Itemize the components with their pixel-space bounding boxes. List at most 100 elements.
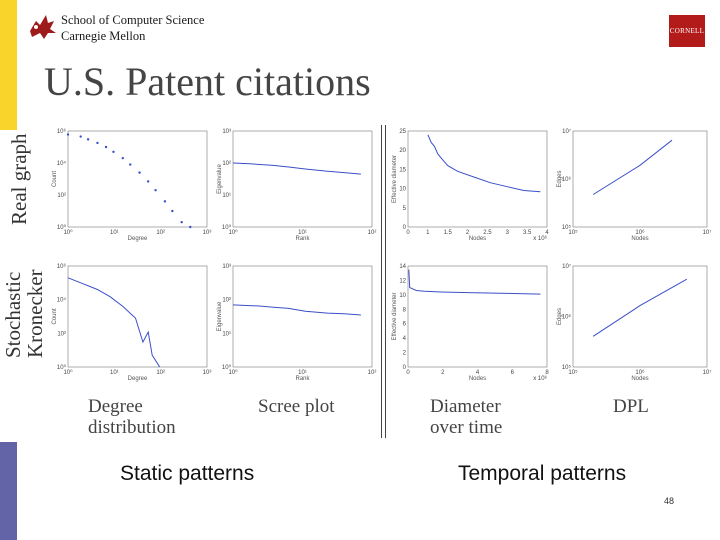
x-tick-label: 10² [156, 230, 165, 236]
y-tick-label: 10⁵ [562, 224, 572, 231]
accent-bar-purple [0, 442, 17, 540]
plot-frame [407, 265, 548, 368]
x-multiplier: x 10⁶ [533, 375, 547, 382]
accent-bar-yellow [0, 0, 17, 130]
y-tick-label: 10¹ [222, 331, 231, 337]
data-point [154, 188, 157, 192]
x-tick-label: 2 [466, 230, 470, 236]
y-tick-label: 10⁷ [562, 263, 571, 270]
data-point [171, 209, 174, 213]
x-tick-label: 2 [441, 370, 445, 376]
x-tick-label: 10⁶ [635, 369, 645, 376]
x-axis-label: Degree [128, 376, 148, 382]
y-tick-label: 10⁴ [57, 160, 67, 167]
column-label-scree-1: Scree plot [258, 396, 335, 417]
plot-degree-real: 10⁰ 10¹ 10² 10³ 10⁰ 10² 10⁴ 10⁶ Degree Count [50, 125, 215, 245]
column-label-diameter-1: Diameter [430, 396, 501, 417]
y-axis-label: Eigenvalue [217, 163, 223, 193]
x-axis-label: Nodes [469, 236, 486, 242]
x-tick-label: 10⁵ [568, 369, 578, 376]
x-tick-label: 10² [156, 370, 165, 376]
data-point [86, 138, 90, 141]
y-axis-label: Effective diameter [392, 293, 398, 341]
x-tick-label: 10³ [203, 230, 212, 236]
series-line [232, 304, 361, 316]
plot-diameter-real: 0 1 1.5 2 2.5 3 3.5 4 0 5 10 15 20 25 Nodes Effective d… [390, 125, 555, 245]
y-tick-label: 6 [403, 322, 407, 328]
data-point [104, 145, 108, 149]
y-tick-label: 15 [399, 167, 406, 173]
x-axis-label: Rank [295, 236, 310, 242]
x-tick-label: 10⁰ [228, 229, 238, 236]
x-axis-label: Nodes [469, 376, 486, 382]
x-axis-label: Nodes [631, 376, 648, 382]
series-line [427, 134, 541, 193]
column-label-degree-2: distribution [88, 417, 176, 438]
row-label-kronecker-1: Stochastic [1, 271, 25, 358]
plot-scree-real: 10⁰ 10¹ 10² 10⁰ 10¹ 10² 10³ Rank Eigenvalue [215, 125, 380, 245]
data-point [163, 200, 167, 203]
plot-frame [572, 130, 708, 228]
data-point [79, 135, 82, 138]
plot-frame [232, 130, 373, 228]
y-tick-label: 8 [403, 307, 407, 313]
x-axis-label: Degree [128, 236, 148, 242]
y-tick-label: 10¹ [222, 193, 231, 199]
y-tick-label: 14 [399, 264, 406, 270]
y-tick-label: 10⁶ [57, 263, 67, 270]
data-point [146, 180, 150, 183]
x-tick-label: 1.5 [444, 230, 453, 236]
y-axis-label: Effective diameter [392, 155, 398, 203]
series-line [232, 162, 361, 175]
column-label-diameter-2: over time [430, 417, 503, 438]
footer-static-patterns: Static patterns [120, 462, 255, 485]
series-line [408, 269, 541, 295]
x-tick-label: 10¹ [110, 370, 119, 376]
x-tick-label: 10⁰ [63, 369, 73, 376]
series-line [592, 139, 673, 195]
column-label-dpl-1: DPL [613, 396, 649, 417]
y-tick-label: 5 [403, 206, 407, 212]
page-number: 48 [664, 496, 675, 506]
column-label-diameter: Diameter over time [430, 396, 502, 438]
x-tick-label: 10² [368, 230, 377, 236]
y-axis-label: Edges [557, 308, 563, 325]
divider-line-2 [385, 125, 386, 438]
y-tick-label: 0 [403, 225, 407, 231]
y-tick-label: 0 [403, 365, 407, 371]
y-tick-label: 10⁵ [562, 364, 572, 371]
x-tick-label: 10⁶ [635, 229, 645, 236]
y-tick-label: 10³ [222, 264, 231, 270]
x-axis-label: Rank [295, 376, 310, 382]
data-point [180, 220, 183, 224]
y-tick-label: 10⁰ [222, 364, 232, 371]
y-tick-label: 10⁰ [57, 224, 67, 231]
y-tick-label: 10² [222, 161, 231, 167]
y-tick-label: 20 [399, 148, 406, 154]
y-tick-label: 2 [403, 351, 407, 357]
x-tick-label: 3 [506, 230, 510, 236]
plot-frame [232, 265, 373, 368]
x-multiplier: x 10⁶ [533, 235, 547, 242]
y-tick-label: 10⁴ [57, 297, 67, 304]
x-tick-label: 8 [545, 370, 549, 376]
footer-temporal-patterns: Temporal patterns [458, 462, 627, 485]
plot-frame [572, 265, 708, 368]
row-label-kronecker-2: Kronecker [23, 269, 47, 358]
x-axis-label: Nodes [631, 236, 648, 242]
data-point [138, 171, 141, 174]
column-label-degree: Degree distribution [88, 396, 176, 438]
column-label-dpl: DPL [613, 396, 649, 417]
cmu-dragon-logo [30, 15, 56, 39]
x-tick-label: 10¹ [110, 230, 119, 236]
y-tick-label: 10² [57, 331, 66, 337]
divider-line-1 [381, 125, 382, 438]
x-tick-label: 10² [368, 370, 377, 376]
y-tick-label: 12 [399, 278, 406, 284]
x-tick-label: 4 [545, 230, 549, 236]
plot-frame [67, 265, 208, 368]
series-line [592, 278, 688, 337]
plot-frame [67, 130, 208, 228]
y-tick-label: 10³ [222, 129, 231, 135]
x-tick-label: 10⁷ [703, 369, 712, 376]
